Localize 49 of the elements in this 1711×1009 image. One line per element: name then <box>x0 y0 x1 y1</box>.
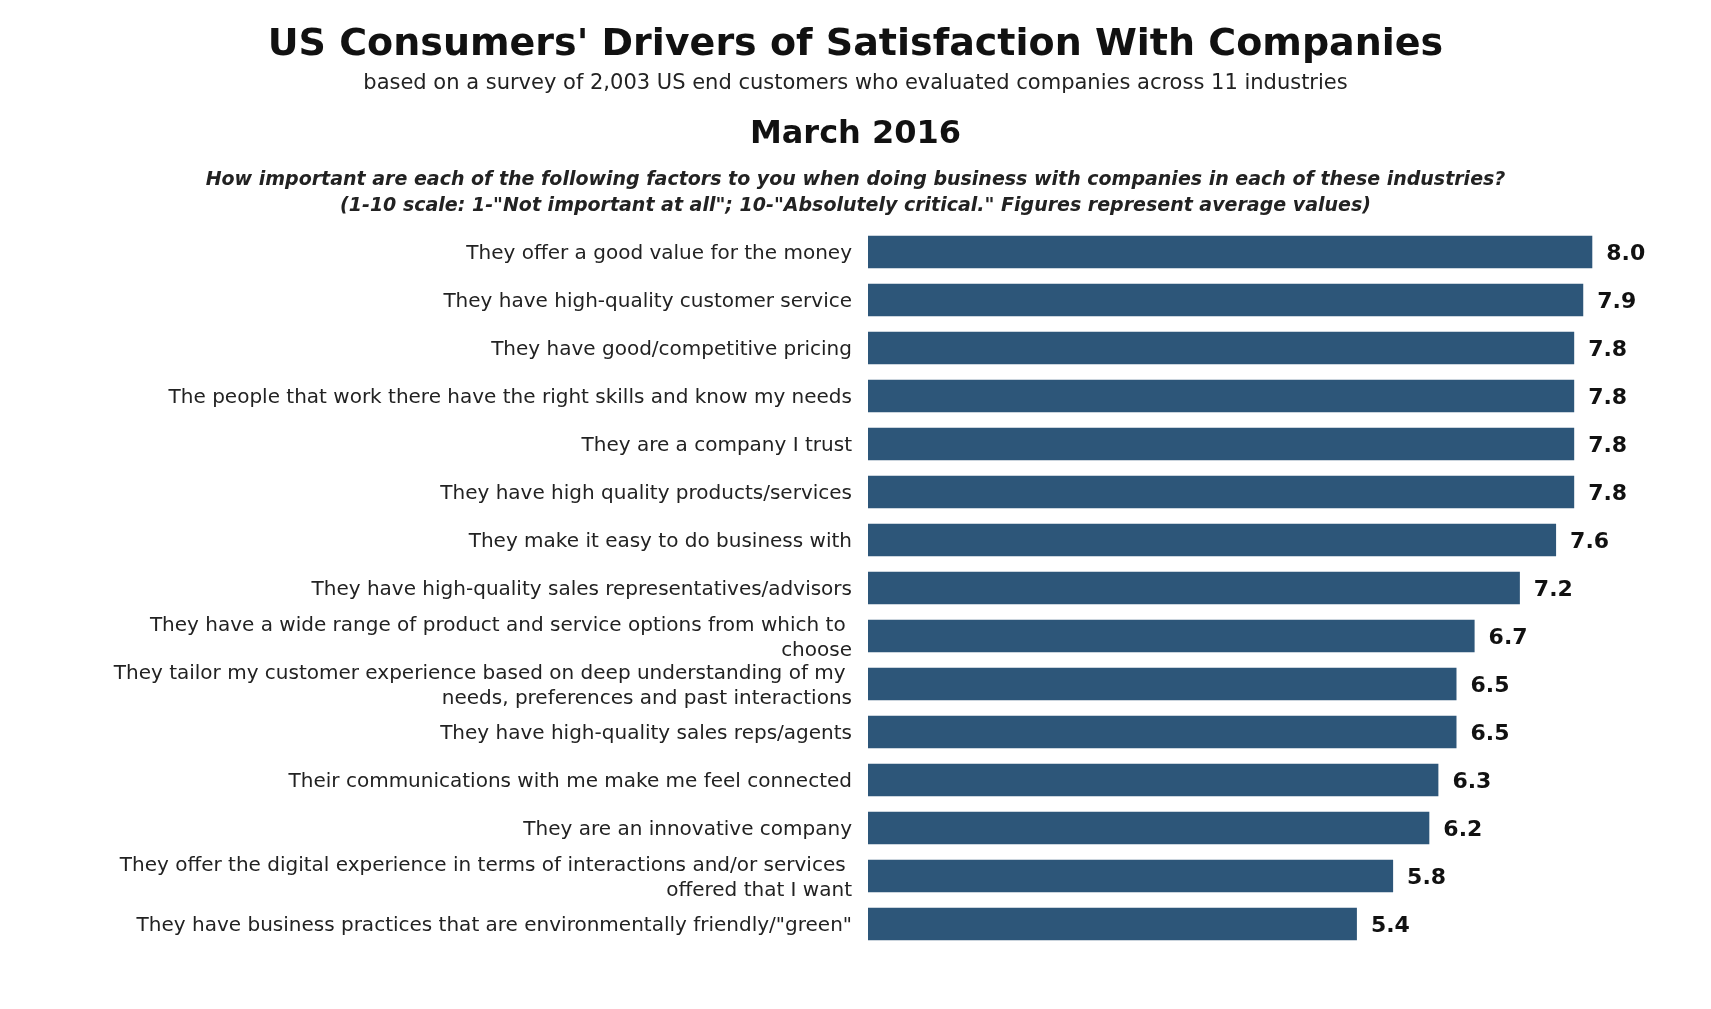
bar <box>868 283 1584 317</box>
data-label: 7.9 <box>1597 287 1637 313</box>
data-label: 6.5 <box>1470 671 1510 697</box>
y-tick-label: They have high-quality sales representatives/advisors <box>310 576 852 600</box>
bar <box>868 859 1394 893</box>
data-label: 7.6 <box>1570 527 1610 553</box>
data-label: 7.8 <box>1588 431 1628 457</box>
data-label: 7.2 <box>1533 575 1573 601</box>
data-label: 7.8 <box>1588 335 1628 361</box>
y-tick-label: They have business practices that are environmentally friendly/"green" <box>135 912 852 936</box>
bar <box>868 619 1475 653</box>
bar <box>868 379 1575 413</box>
y-tick-label: They have high-quality customer service <box>442 288 852 312</box>
data-label: 6.2 <box>1443 815 1483 841</box>
y-tick-label: They have high-quality sales reps/agents <box>439 720 852 744</box>
data-label: 6.3 <box>1452 767 1492 793</box>
text: March 2016 <box>749 113 962 151</box>
chart-title: US Consumers' Drivers of Satisfaction With Companies <box>267 20 1444 64</box>
bar <box>868 907 1357 941</box>
y-tick-label: They offer a good value for the money <box>465 240 853 264</box>
bar <box>868 331 1575 365</box>
y-tick-label: They are an innovative company <box>522 816 853 840</box>
y-tick-label: They have good/competitive pricing <box>490 336 852 360</box>
text: How important are each of the following factors to you when doing business with companies in each of these industries? (1-10 scale: 1-"Not important at all"; 10-"Absolutely critical." Figures represent average values) <box>205 167 1506 215</box>
data-label: 6.7 <box>1488 623 1528 649</box>
bar <box>868 571 1520 605</box>
y-tick-label: They tailor my customer experience based on deep understanding of my needs, preferences and past interactions <box>112 659 852 709</box>
y-tick-label: The people that work there have the right skills and know my needs <box>167 384 852 408</box>
bar <box>868 763 1439 797</box>
data-label: 5.4 <box>1370 911 1410 937</box>
chart-subtitle: based on a survey of 2,003 US end customers who evaluated companies across 11 industries <box>363 69 1348 94</box>
bar <box>868 427 1575 461</box>
y-tick-label: Their communications with me make me feel connected <box>287 768 852 792</box>
data-label: 5.8 <box>1407 863 1447 889</box>
y-tick-label: They are a company I trust <box>580 432 853 456</box>
bar <box>868 235 1593 269</box>
y-tick-label: They offer the digital experience in terms of interactions and/or services offered that I want <box>118 851 853 901</box>
data-label: 8.0 <box>1606 239 1646 265</box>
bar <box>868 667 1457 701</box>
data-label: 7.8 <box>1588 383 1628 409</box>
y-tick-label: They make it easy to do business with <box>467 528 852 552</box>
y-tick-label: They have high quality products/services <box>439 480 852 504</box>
data-label: 6.5 <box>1470 719 1510 745</box>
bar <box>868 523 1557 557</box>
bar <box>868 811 1430 845</box>
data-label: 7.8 <box>1588 479 1628 505</box>
bar <box>868 475 1575 509</box>
y-tick-label: They have a wide range of product and service options from which to choose <box>148 611 852 661</box>
bar <box>868 715 1457 749</box>
